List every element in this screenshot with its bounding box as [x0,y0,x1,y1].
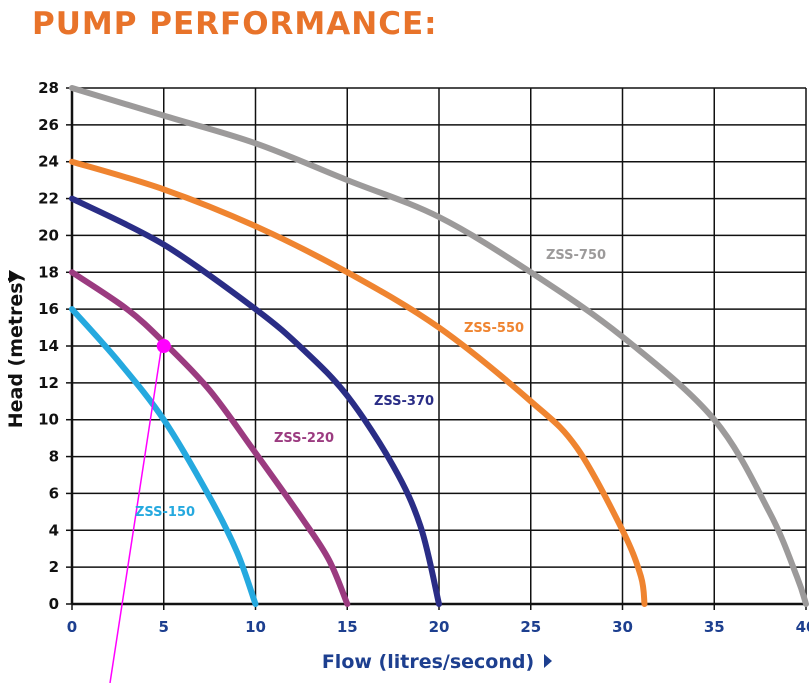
series-lines [69,85,809,607]
annotation [109,339,171,683]
x-tick-label: 10 [245,618,266,636]
chart-grid [71,87,807,605]
x-tick-label: 5 [159,618,169,636]
y-tick-label: 8 [49,448,59,466]
series-line-zss-220 [69,269,351,607]
chart-axes [66,87,807,610]
x-tick-label: 15 [337,618,358,636]
x-axis-label: Flow (litres/second) [322,651,534,673]
y-axis-arrow-icon [9,270,21,283]
series-line-zss-370 [69,195,442,607]
y-tick-label: 0 [49,595,59,613]
y-tick-label: 2 [49,558,59,576]
y-tick-label: 12 [38,374,59,392]
y-tick-label: 18 [38,263,59,281]
y-tick-label: 26 [38,116,59,134]
series-labels: ZSS-150 ZSS-220 ZSS-370 ZSS-550 ZSS-750 [135,248,606,520]
series-line-zss-150 [69,306,259,607]
annotation-pointer-line [109,351,162,683]
series-label-zss-370: ZSS-370 [374,394,434,409]
y-tick-label: 14 [38,337,59,355]
x-tick-label: 0 [67,618,77,636]
x-tick-label: 40 [796,618,809,636]
x-tick-label: 35 [704,618,725,636]
y-tick-label: 22 [38,190,59,208]
y-tick-label: 20 [38,226,59,244]
y-tick-label: 4 [49,521,59,539]
y-tick-label: 28 [38,79,59,97]
series-label-zss-750: ZSS-750 [546,248,606,263]
x-tick-label: 25 [520,618,541,636]
x-tick-label: 20 [429,618,450,636]
y-tick-label: 24 [38,153,59,171]
series-label-zss-550: ZSS-550 [464,321,524,336]
y-axis-label: Head (metres) [5,274,27,429]
annotation-marker [156,339,171,353]
y-tick-label: 6 [49,484,59,502]
series-line-zss-750 [69,85,809,607]
y-tick-label: 16 [38,300,59,318]
x-axis-arrow-icon [544,654,552,668]
y-tick-label: 10 [38,411,59,429]
series-label-zss-150: ZSS-150 [135,505,195,520]
series-line-zss-550 [69,158,648,607]
x-tick-label: 30 [612,618,633,636]
series-label-zss-220: ZSS-220 [274,431,334,446]
page-title: PUMP PERFORMANCE: [32,6,438,42]
